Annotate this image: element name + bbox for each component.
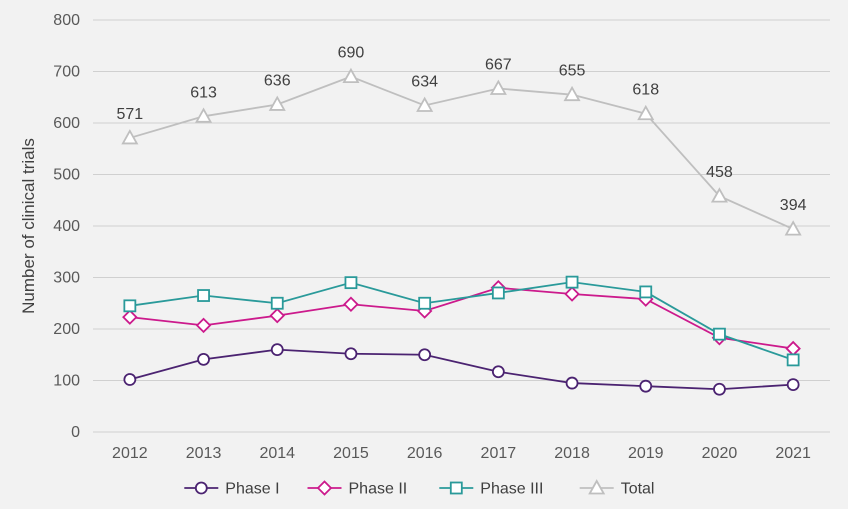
- point-total: [784, 220, 802, 236]
- legend-item-phase-i: Phase I: [184, 481, 280, 498]
- data-label-total: 571: [116, 106, 143, 123]
- point-phase-iii: [713, 327, 726, 341]
- data-label-total: 667: [485, 56, 512, 73]
- series-phase-ii: [122, 280, 801, 357]
- y-axis-ticks: 0 100 200 300 400 500 600 700 800: [53, 12, 80, 441]
- point-total: [268, 95, 286, 111]
- point-phase-i: [344, 347, 358, 361]
- series-line-phase-ii: [129, 286, 794, 350]
- point-total: [489, 79, 507, 95]
- x-tick-label: 2013: [186, 445, 222, 462]
- point-phase-i: [197, 352, 210, 366]
- point-total: [195, 107, 213, 123]
- point-phase-iii: [418, 296, 432, 310]
- point-total: [710, 187, 728, 203]
- point-phase-iii: [565, 275, 579, 289]
- series: [121, 67, 802, 396]
- data-label-total: 458: [706, 164, 733, 181]
- data-label-total: 634: [411, 73, 438, 90]
- data-label-total: 394: [780, 197, 807, 214]
- point-phase-i: [786, 378, 800, 392]
- point-phase-i: [270, 343, 284, 357]
- point-phase-i: [123, 373, 137, 386]
- x-axis-ticks: 2012 2013 2014 2015 2016 2017 2018 2019 2020 2021: [112, 445, 811, 462]
- legend-marker-phase-ii: [316, 480, 333, 496]
- x-tick-label: 2017: [481, 445, 517, 462]
- x-tick-label: 2015: [333, 445, 369, 462]
- point-phase-iii: [639, 285, 653, 299]
- legend-label-phase-iii: Phase III: [480, 481, 543, 498]
- y-tick-label: 500: [53, 167, 80, 184]
- series-total: [121, 67, 802, 236]
- series-line-phase-i: [129, 348, 794, 391]
- x-tick-label: 2019: [628, 445, 664, 462]
- y-tick-label: 200: [53, 321, 80, 338]
- point-phase-i: [713, 382, 726, 396]
- data-label-total: 655: [559, 63, 586, 80]
- point-total: [342, 67, 360, 84]
- point-phase-iii: [270, 296, 284, 310]
- y-tick-label: 400: [53, 218, 80, 235]
- point-phase-ii: [195, 317, 212, 334]
- point-phase-ii: [785, 340, 801, 357]
- legend-label-phase-i: Phase I: [225, 481, 279, 498]
- y-tick-label: 0: [71, 424, 80, 441]
- point-total: [121, 129, 139, 145]
- legend-item-phase-iii: Phase III: [439, 481, 543, 498]
- y-tick-label: 100: [53, 373, 80, 390]
- y-axis-title: Number of clinical trials: [19, 138, 38, 314]
- x-tick-label: 2020: [702, 445, 738, 462]
- series-line-total: [129, 75, 794, 230]
- x-tick-label: 2021: [775, 445, 811, 462]
- y-tick-label: 700: [53, 64, 80, 81]
- legend-marker-phase-i: [194, 481, 208, 495]
- legend-label-total: Total: [621, 481, 655, 498]
- point-phase-i: [491, 365, 505, 379]
- point-total: [637, 104, 655, 121]
- point-phase-ii: [269, 307, 286, 324]
- point-phase-i: [418, 348, 432, 362]
- x-tick-label: 2016: [407, 445, 443, 462]
- legend-marker-total: [588, 479, 606, 495]
- x-tick-label: 2012: [112, 445, 148, 462]
- point-phase-iii: [786, 353, 800, 367]
- legend-label-phase-ii: Phase II: [349, 481, 408, 498]
- grid: [93, 19, 830, 433]
- x-tick-label: 2014: [259, 445, 295, 462]
- x-tick-label: 2018: [554, 445, 590, 462]
- point-phase-iii: [123, 299, 137, 313]
- point-phase-i: [639, 379, 653, 393]
- y-tick-label: 800: [53, 12, 80, 29]
- data-label-total: 690: [338, 45, 365, 62]
- series-line-phase-iii: [129, 281, 794, 361]
- point-phase-ii: [564, 286, 580, 302]
- legend-item-total: Total: [579, 479, 655, 498]
- point-phase-iii: [491, 286, 505, 300]
- series-phase-i: [123, 343, 800, 396]
- point-phase-iii: [344, 276, 358, 290]
- point-phase-ii: [122, 309, 138, 325]
- point-phase-ii: [343, 296, 359, 313]
- legend-item-phase-ii: Phase II: [307, 480, 408, 498]
- series-phase-iii: [123, 275, 800, 367]
- legend-marker-phase-iii: [449, 481, 463, 495]
- point-phase-i: [565, 376, 579, 390]
- point-total: [416, 96, 434, 112]
- point-total: [563, 85, 581, 102]
- data-label-total: 613: [190, 84, 217, 101]
- y-tick-label: 600: [53, 115, 80, 132]
- y-tick-label: 300: [53, 270, 80, 287]
- point-phase-iii: [197, 289, 210, 302]
- data-label-total: 636: [264, 72, 291, 89]
- legend: Phase I Phase II Phase III Total: [184, 479, 655, 498]
- data-label-total: 618: [632, 82, 659, 99]
- data-labels: 571 613 636 690 634 667 655 618 458 394: [116, 45, 806, 214]
